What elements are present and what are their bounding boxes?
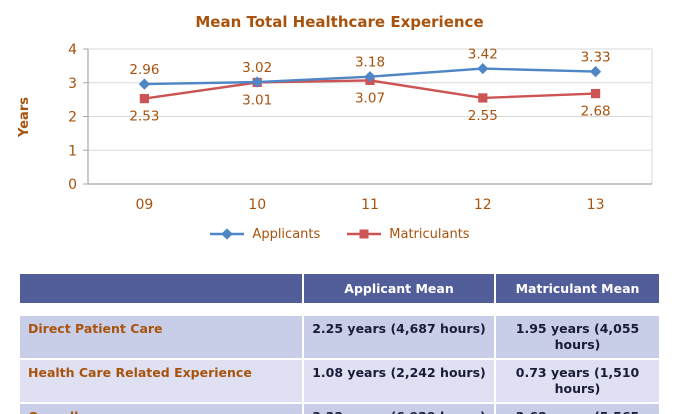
- header-empty-cell: [20, 274, 302, 303]
- row-label: Health Care Related Experience: [20, 360, 302, 402]
- legend-item-applicants: Applicants: [209, 227, 320, 242]
- matriculant-mean-cell: 2.68 years (5,565 hours): [496, 404, 659, 414]
- y-tick-label: 2: [68, 110, 77, 126]
- x-tick-label: 11: [361, 197, 379, 213]
- x-tick-label: 13: [587, 197, 605, 213]
- header-matriculant-mean: Matriculant Mean: [496, 274, 659, 303]
- x-tick-label: 12: [474, 197, 492, 213]
- matriculant-mean-cell: 0.73 years (1,510 hours): [496, 360, 659, 402]
- table-row-overall: Overall 3.33 years (6,929 hours) 2.68 ye…: [20, 404, 659, 414]
- data-point-label: 3.02: [242, 60, 272, 76]
- applicant-mean-cell: 2.25 years (4,687 hours): [304, 316, 494, 358]
- data-point-label: 2.96: [129, 62, 159, 78]
- data-point-label: 3.07: [355, 90, 385, 106]
- line-chart: Years 0 1 2 3 4 09 10 11 12 13 2.53 3.01 3.07 2.55 2.6…: [0, 34, 679, 220]
- data-point-marker: [477, 62, 489, 75]
- row-label: Direct Patient Care: [20, 316, 302, 358]
- legend-label-matriculants: Matriculants: [389, 226, 470, 242]
- data-point-marker: [251, 76, 263, 88]
- row-label: Overall: [20, 404, 302, 414]
- data-point-label: 3.18: [355, 55, 385, 71]
- matriculant-mean-cell: 1.95 years (4,055 hours): [496, 316, 659, 358]
- applicant-mean-cell: 3.33 years (6,929 hours): [304, 404, 494, 414]
- data-point-marker: [364, 71, 376, 83]
- data-point-marker: [139, 94, 149, 104]
- data-point-marker: [478, 93, 488, 103]
- header-applicant-mean: Applicant Mean: [304, 274, 494, 303]
- data-point-marker: [591, 88, 601, 99]
- applicant-mean-cell: 1.08 years (2,242 hours): [304, 360, 494, 402]
- y-axis-label: Years: [17, 97, 32, 137]
- table-row-direct-patient-care: Direct Patient Care 2.25 years (4,687 ho…: [20, 316, 659, 358]
- applicants-line-marker-icon: [210, 228, 245, 240]
- y-tick-label: 4: [68, 42, 77, 58]
- legend-label-applicants: Applicants: [252, 226, 321, 242]
- matriculants-line-marker-icon: [347, 229, 382, 239]
- data-point-label: 2.53: [129, 109, 159, 125]
- data-point-label: 3.01: [242, 92, 272, 108]
- table-row-health-care-related: Health Care Related Experience 1.08 year…: [20, 360, 659, 402]
- data-point-label: 3.42: [468, 47, 498, 63]
- x-tick-label: 09: [135, 197, 153, 213]
- data-point-marker: [590, 66, 602, 78]
- data-point-label: 2.55: [468, 108, 498, 124]
- data-point-marker: [138, 78, 150, 90]
- x-tick-label: 10: [248, 197, 266, 213]
- y-tick-label: 1: [68, 143, 77, 159]
- data-point-label: 2.68: [581, 104, 611, 120]
- chart-title: Mean Total Healthcare Experience: [195, 13, 484, 31]
- table-header-row: Applicant Mean Matriculant Mean: [20, 274, 659, 303]
- legend-item-matriculants: Matriculants: [346, 226, 470, 242]
- y-tick-label: 0: [68, 177, 77, 193]
- table-header-spacer: [20, 303, 659, 316]
- chart-legend: Applicants Matriculants: [0, 224, 679, 244]
- data-point-label: 3.33: [581, 50, 611, 66]
- summary-table: Applicant Mean Matriculant Mean Direct P…: [20, 274, 659, 414]
- y-tick-label: 3: [68, 76, 77, 92]
